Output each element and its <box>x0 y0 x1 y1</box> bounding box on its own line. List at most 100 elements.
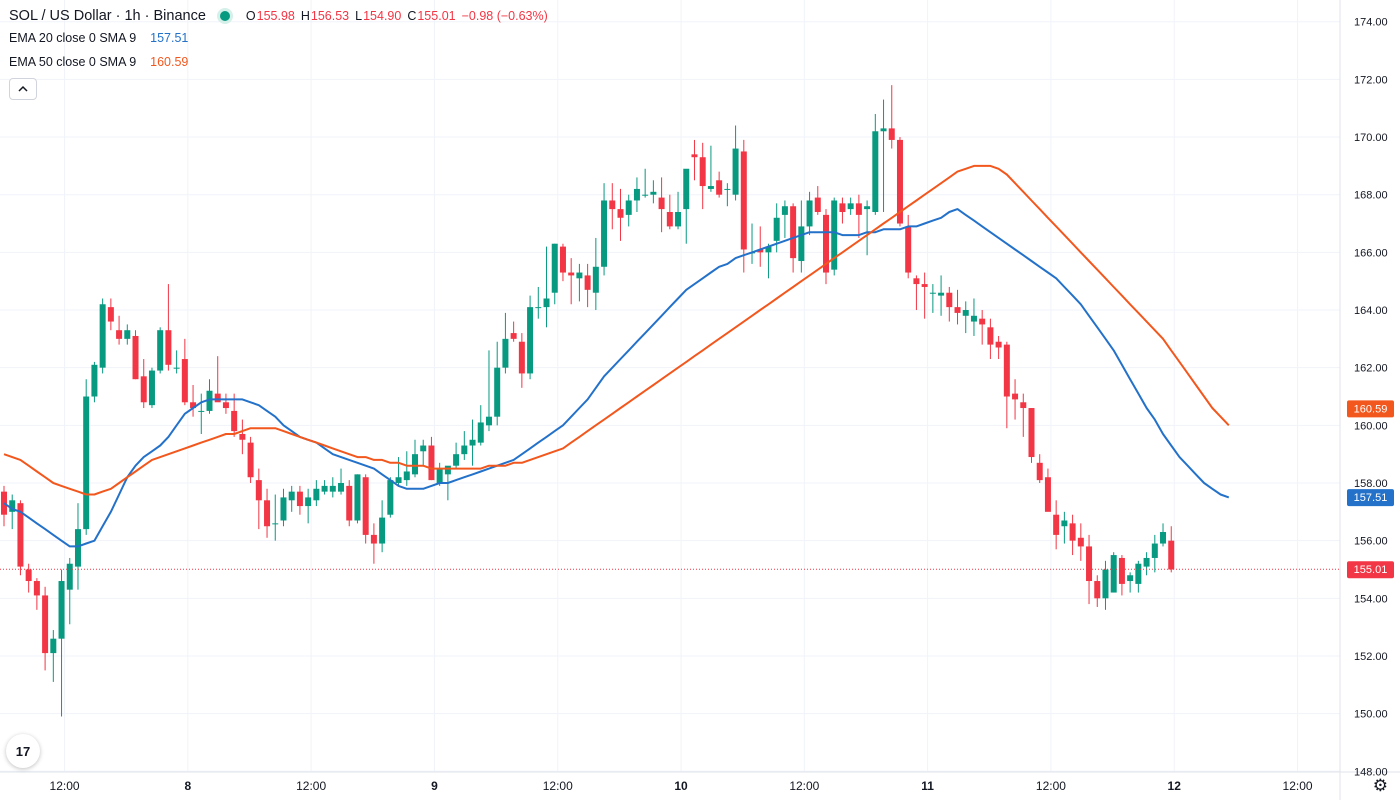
open-value: 155.98 <box>256 9 295 23</box>
candle-body <box>485 416 492 426</box>
candle-body <box>173 367 180 369</box>
candle-body <box>716 180 723 195</box>
candle-body <box>17 503 24 567</box>
candle-body <box>551 243 558 293</box>
candle-body <box>592 266 599 293</box>
candle-body <box>247 442 254 478</box>
y-tick-label: 170.00 <box>1354 132 1388 144</box>
x-tick-label: 12:00 <box>1283 779 1313 793</box>
ema50-name: EMA 50 close 0 SMA 9 <box>9 55 137 69</box>
candle-body <box>280 497 287 521</box>
candle-body <box>9 500 16 512</box>
candle-body <box>1044 477 1051 512</box>
candle-body <box>625 200 632 215</box>
symbol-row: SOL / US Dollar · 1h · Binance O 155.98 … <box>9 6 554 26</box>
candle-body <box>403 471 410 481</box>
close-value: 155.01 <box>417 9 456 23</box>
candle-body <box>132 335 139 380</box>
candle-body <box>206 390 213 411</box>
candle-body <box>806 200 813 227</box>
candle-body <box>74 529 81 567</box>
last-price-badge: 155.01 <box>1354 564 1388 576</box>
candle-body <box>781 206 788 215</box>
candle-body <box>691 154 698 158</box>
candle-body <box>929 292 936 294</box>
candle-body <box>650 191 657 195</box>
candle-body <box>888 128 895 140</box>
candle-body <box>740 151 747 250</box>
candle-body <box>412 454 418 475</box>
candle-body <box>1036 462 1043 481</box>
candle-body <box>1168 540 1175 570</box>
candle-body <box>839 203 846 212</box>
symbol-title[interactable]: SOL / US Dollar · 1h · Binance <box>9 8 206 24</box>
candle-body <box>1061 520 1068 527</box>
tradingview-logo[interactable]: 17 <box>6 734 40 768</box>
x-tick-label: 8 <box>184 779 191 793</box>
ema50-price-badge: 160.59 <box>1354 403 1388 415</box>
close-label: C <box>407 9 417 23</box>
candle-body <box>379 517 386 544</box>
candle-body <box>50 638 57 654</box>
open-label: O <box>245 9 256 23</box>
candle-body <box>140 376 147 403</box>
ema50-legend[interactable]: EMA 50 close 0 SMA 9 160.59 <box>9 50 554 74</box>
candle-body <box>798 226 805 262</box>
ema50-value: 160.59 <box>150 55 189 69</box>
chevron-up-icon <box>18 85 28 92</box>
candle-body <box>66 563 73 590</box>
candle-body <box>190 402 197 409</box>
gear-icon[interactable]: ⚙ <box>1372 776 1388 795</box>
candle-body <box>444 465 451 475</box>
candle-body <box>107 307 114 322</box>
candle-body <box>518 341 525 374</box>
candle-body <box>1143 557 1150 567</box>
candle-body <box>527 307 534 374</box>
high-label: H <box>300 9 310 23</box>
y-tick-label: 148.00 <box>1354 766 1388 778</box>
collapse-legend-button[interactable] <box>9 78 37 100</box>
candle-body <box>198 410 205 412</box>
candle-body <box>979 318 986 325</box>
x-tick-label: 12:00 <box>296 779 326 793</box>
candle-body <box>255 480 262 501</box>
candle-body <box>42 595 49 654</box>
candle-body <box>954 307 961 313</box>
x-tick-label: 11 <box>921 779 934 793</box>
candle-body <box>1077 537 1084 547</box>
candle-body <box>765 246 772 253</box>
candle-body <box>683 168 690 210</box>
candle-body <box>970 315 977 322</box>
candle-body <box>872 131 879 212</box>
market-status-icon <box>219 11 230 21</box>
candle-body <box>913 278 920 285</box>
candle-body <box>1003 344 1010 397</box>
ema50-line <box>3 164 1230 496</box>
ema20-legend[interactable]: EMA 20 close 0 SMA 9 157.51 <box>9 26 554 50</box>
candle-body <box>420 445 427 452</box>
candle-body <box>880 128 887 132</box>
candle-body <box>831 200 838 270</box>
candle-body <box>938 292 945 296</box>
candle-body <box>272 523 279 525</box>
candle-body <box>214 393 221 403</box>
candle-body <box>995 341 1002 348</box>
candle-body <box>25 569 32 582</box>
candle-body <box>576 272 583 279</box>
y-tick-label: 166.00 <box>1354 247 1388 259</box>
x-tick-label: 10 <box>674 779 688 793</box>
candle-body <box>354 474 361 521</box>
last-price-badge-bg <box>1347 561 1394 579</box>
candle-body <box>773 217 780 241</box>
x-tick-label: 12:00 <box>1036 779 1066 793</box>
candle-body <box>91 364 98 397</box>
candle-body <box>699 157 706 187</box>
candle-body <box>99 304 106 368</box>
candle-body <box>617 209 624 218</box>
candle-body <box>165 330 172 365</box>
candle-body <box>395 477 402 483</box>
candle-body <box>1102 569 1109 599</box>
candle-body <box>321 485 328 492</box>
candle-body <box>864 206 871 210</box>
